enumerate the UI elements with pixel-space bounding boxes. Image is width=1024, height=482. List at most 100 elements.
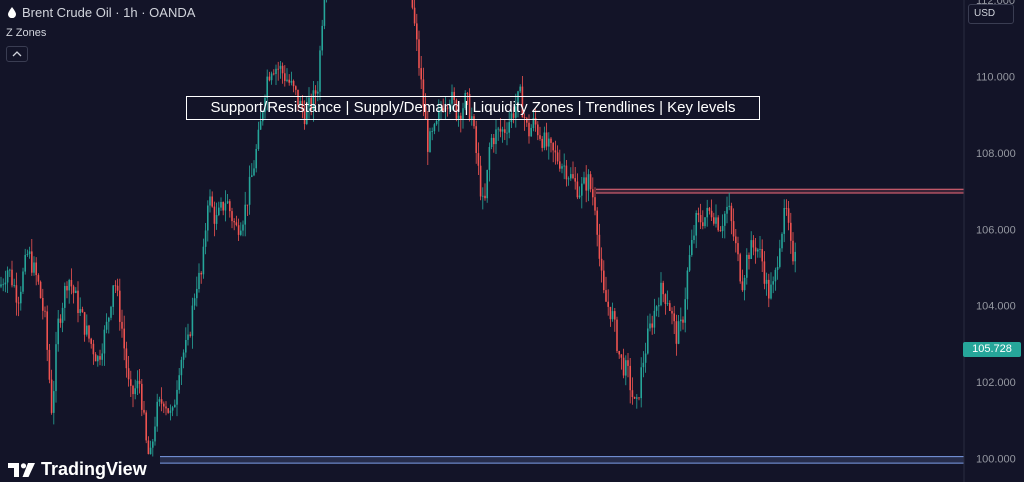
candle-body: [482, 195, 484, 197]
candle-body: [688, 255, 691, 271]
candle-body: [772, 281, 774, 285]
candle-body: [715, 217, 717, 224]
candle-body: [321, 25, 323, 51]
candle-body: [165, 406, 167, 409]
price-axis[interactable]: 100.000 102.000 104.000 106.000 108.000 110.0…: [976, 0, 1016, 466]
candle-body: [20, 291, 22, 304]
candle-body: [235, 222, 238, 226]
candle-body: [737, 243, 739, 255]
candles-layer: [0, 0, 796, 457]
candle-body: [290, 80, 293, 83]
y-tick-label: 112.000: [976, 0, 1015, 7]
candle-body: [660, 282, 662, 306]
candle-body: [501, 129, 504, 132]
currency-selector[interactable]: USD: [968, 4, 1014, 24]
candle-body: [11, 269, 13, 286]
candle-body: [31, 251, 33, 273]
candle-body: [471, 116, 473, 120]
candle-body: [572, 174, 574, 179]
candle-body: [319, 50, 321, 92]
candle-body: [156, 401, 158, 427]
candle-body: [765, 279, 768, 284]
candle-body: [132, 385, 134, 395]
candle-body: [528, 122, 530, 137]
candle-body: [240, 230, 242, 235]
candle-body: [138, 380, 141, 384]
candle-body: [473, 116, 475, 127]
candle-body: [468, 94, 471, 120]
candle-body: [732, 221, 735, 237]
candle-body: [519, 86, 521, 92]
candle-body: [629, 365, 631, 391]
candle-body: [728, 205, 730, 207]
candle-body: [288, 79, 290, 83]
indicator-label[interactable]: Z Zones: [6, 27, 47, 39]
candle-body: [301, 100, 304, 111]
candle-body: [299, 100, 301, 105]
candle-body: [429, 131, 431, 152]
candle-body: [464, 93, 466, 109]
candle-body: [589, 174, 592, 190]
candle-body: [699, 215, 702, 223]
y-tick-label: 100.000: [976, 454, 1016, 466]
candle-body: [251, 175, 253, 177]
candle-body: [158, 399, 161, 402]
candle-body: [746, 254, 748, 278]
candle-body: [618, 351, 620, 355]
candle-body: [735, 236, 737, 244]
candle-body: [75, 290, 77, 293]
candle-body: [94, 354, 97, 362]
candle-body: [57, 318, 59, 345]
candle-body: [442, 108, 444, 111]
symbol-title[interactable]: Brent Crude Oil · 1h · OANDA: [8, 5, 195, 20]
drop-icon: [8, 7, 16, 18]
candle-body: [633, 397, 636, 399]
candle-body: [783, 208, 785, 234]
candle-body: [420, 68, 422, 80]
candle-body: [17, 302, 20, 304]
candle-body: [114, 285, 117, 287]
y-tick-label: 104.000: [976, 301, 1016, 313]
candle-body: [785, 208, 788, 209]
candle-body: [504, 129, 506, 133]
candle-body: [88, 325, 90, 339]
candle-body: [695, 213, 697, 236]
y-tick-label: 106.000: [976, 224, 1016, 236]
candle-body: [446, 107, 449, 109]
candle-body: [44, 310, 46, 312]
candle-body: [726, 206, 728, 214]
candle-body: [119, 290, 121, 322]
candle-body: [682, 319, 684, 323]
candle-body: [277, 68, 279, 70]
y-tick-label: 110.000: [976, 72, 1015, 84]
candle-body: [644, 353, 647, 363]
candle-body: [559, 161, 561, 169]
candle-body: [462, 108, 464, 120]
candle-body: [561, 166, 563, 169]
candle-body: [97, 356, 99, 362]
candle-body: [163, 403, 165, 407]
logo-text: TradingView: [41, 459, 147, 479]
candle-body: [460, 115, 462, 120]
candle-body: [268, 76, 271, 81]
candle-body: [413, 7, 416, 24]
candle-body: [202, 246, 205, 275]
candle-body: [79, 309, 81, 313]
collapse-indicators-button[interactable]: [6, 46, 28, 62]
candle-body: [438, 110, 440, 122]
candle-body: [154, 426, 156, 442]
tradingview-logo[interactable]: TradingView: [8, 459, 147, 480]
candle-body: [609, 306, 612, 320]
candle-body: [587, 174, 590, 191]
candle-body: [42, 298, 44, 311]
candle-body: [627, 360, 629, 366]
candle-body: [99, 356, 101, 360]
candle-body: [548, 138, 550, 147]
candle-body: [594, 197, 596, 211]
candle-body: [273, 73, 275, 75]
candle-body: [768, 279, 770, 299]
candle-body: [59, 318, 62, 323]
candle-body: [717, 217, 719, 231]
candle-body: [752, 240, 755, 248]
